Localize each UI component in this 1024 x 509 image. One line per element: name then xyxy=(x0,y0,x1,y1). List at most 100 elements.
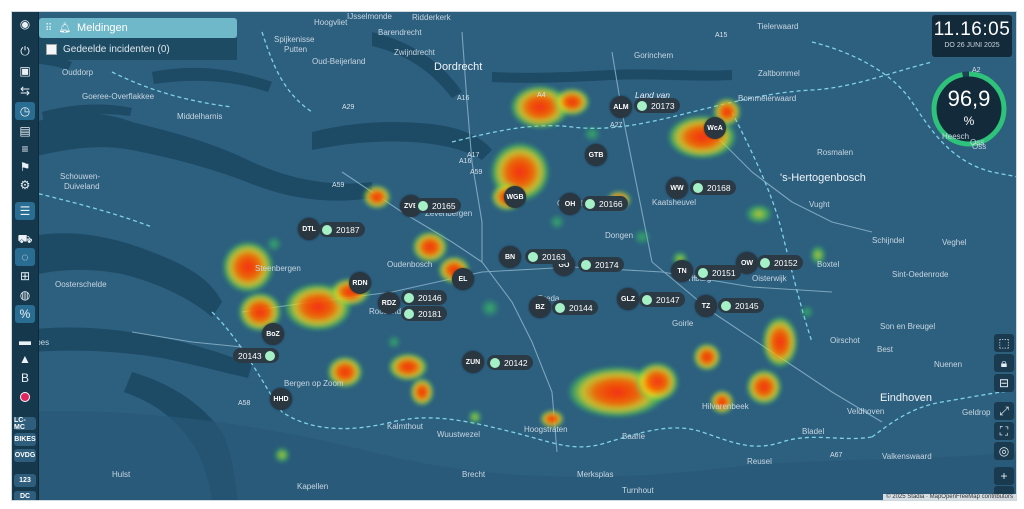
layers-icon[interactable]: ☰ xyxy=(15,202,35,220)
map-attribution[interactable]: © 2025 Stadia · MapOpenFreeMap contribut… xyxy=(883,494,1016,500)
place-label-hulst: Hulst xyxy=(112,470,131,479)
unit-marker-wca[interactable]: WcA xyxy=(704,117,726,139)
place-label-vught: Vught xyxy=(809,200,830,209)
location-marker-l20181[interactable]: 20181 xyxy=(401,306,447,321)
dc-badge[interactable]: DC xyxy=(14,491,36,500)
place-label-valkenswaard: Valkenswaard xyxy=(882,452,932,461)
unit-marker-tn[interactable]: TN xyxy=(671,260,693,282)
route-icon[interactable]: ⇆ xyxy=(19,84,31,98)
unit-marker-glz[interactable]: GLZ xyxy=(617,288,639,310)
location-marker-l20163[interactable]: 20163 xyxy=(525,249,571,264)
gear-icon[interactable]: ⚙ xyxy=(19,178,31,192)
radius-icon[interactable]: ◌ xyxy=(15,248,35,266)
location-marker-l20152[interactable]: 20152 xyxy=(757,255,803,270)
location-label: 20166 xyxy=(599,198,623,209)
percent-icon[interactable]: % xyxy=(15,305,35,323)
power-icon[interactable]: ⏻ xyxy=(20,44,30,58)
unit-marker-zun[interactable]: ZUN xyxy=(462,351,484,373)
unit-marker-boz[interactable]: BoZ xyxy=(262,323,284,345)
place-label-reusel: Reusel xyxy=(747,457,772,466)
place-label-schijndel: Schijndel xyxy=(872,236,905,245)
location-marker-l20142[interactable]: 20142 xyxy=(487,355,533,370)
location-dot-icon xyxy=(693,182,703,193)
place-label-barendrecht: Barendrecht xyxy=(378,28,422,37)
map-canvas[interactable] xyxy=(12,12,1017,501)
unit-marker-dtl[interactable]: DTL xyxy=(298,218,320,240)
select-area-icon[interactable]: ⬚ xyxy=(994,334,1014,352)
location-marker-l20146[interactable]: 20146 xyxy=(401,290,447,305)
zoom-in-button[interactable]: + xyxy=(994,467,1014,485)
unit-marker-gtb[interactable]: GTB xyxy=(585,144,607,166)
road-label-7: A58 xyxy=(238,400,251,407)
place-label-hoogstraten: Hoogstraten xyxy=(524,425,568,434)
unit-marker-alm[interactable]: ALM xyxy=(610,96,632,118)
place-label-veghel: Veghel xyxy=(942,238,967,247)
list-icon[interactable]: ≡ xyxy=(21,142,29,156)
place-label-middelharnis: Middelharnis xyxy=(177,112,223,121)
lcmc-badge[interactable]: LC-MC xyxy=(14,417,36,431)
location-label: 20174 xyxy=(595,259,619,270)
drag-handle-icon[interactable]: ⠿ xyxy=(45,22,53,34)
unit-marker-hhd[interactable]: HHD xyxy=(270,388,292,410)
notifications-header[interactable]: ⠿ 🔔︎ Meldingen xyxy=(39,18,237,38)
ambulance-icon[interactable]: ⛟ xyxy=(17,232,33,246)
place-label-bergen: Bergen op Zoom xyxy=(284,379,344,388)
location-label: 20163 xyxy=(542,251,566,262)
location-marker-l20173[interactable]: 20173 xyxy=(634,98,680,113)
map-icon[interactable]: ⊞ xyxy=(19,269,31,283)
location-marker-l20151[interactable]: 20151 xyxy=(695,265,741,280)
shared-incidents-checkbox[interactable] xyxy=(46,43,57,55)
alarm-icon[interactable]: ⚑ xyxy=(19,160,31,174)
bar-icon[interactable]: ▬ xyxy=(19,334,31,348)
record-icon[interactable] xyxy=(15,388,35,406)
location-marker-l20174[interactable]: 20174 xyxy=(578,257,624,272)
unit-marker-wgb[interactable]: WGB xyxy=(504,186,526,208)
logo-icon[interactable]: ◉ xyxy=(19,17,31,31)
unit-marker-rdz[interactable]: RDZ xyxy=(378,292,400,314)
expand-icon[interactable]: ⤢ xyxy=(994,402,1014,420)
place-label-bladel: Bladel xyxy=(802,427,825,436)
count-badge[interactable]: 123 xyxy=(14,474,36,487)
ovdg-badge[interactable]: OVDG xyxy=(14,449,36,462)
unit-marker-ow[interactable]: OW xyxy=(736,252,758,274)
unit-marker-tz[interactable]: TZ xyxy=(695,295,717,317)
place-label-wuustwezel: Wuustwezel xyxy=(437,430,480,439)
unit-marker-bn[interactable]: BN xyxy=(499,246,521,268)
location-dot-icon xyxy=(264,350,275,361)
unit-marker-el[interactable]: EL xyxy=(452,268,474,290)
fullscreen-icon[interactable]: ⛶ xyxy=(994,422,1014,440)
location-dot-icon xyxy=(721,300,731,311)
location-marker-l20147[interactable]: 20147 xyxy=(639,292,685,307)
unit-marker-oh[interactable]: OH xyxy=(559,193,581,215)
unit-marker-rdn[interactable]: RDN xyxy=(349,272,371,294)
locate-icon[interactable]: ◎ xyxy=(994,442,1014,460)
location-marker-l20165[interactable]: 20165 xyxy=(415,198,461,213)
bikes-badge[interactable]: BIKES xyxy=(14,433,36,446)
location-dot-icon xyxy=(581,259,591,270)
map-viewport[interactable]: Dordrecht Zwijndrecht Hoogvliet IJsselmonde… xyxy=(11,11,1017,501)
clock-icon[interactable]: ◷ xyxy=(15,102,35,120)
location-dot-icon xyxy=(418,200,428,211)
location-marker-l20187[interactable]: 20187 xyxy=(319,222,365,237)
location-label: 20187 xyxy=(336,224,360,235)
location-marker-l20143[interactable]: 20143 xyxy=(233,348,279,363)
globe-icon[interactable]: ◍ xyxy=(19,288,31,302)
lock-icon[interactable]: 🔒︎ xyxy=(994,354,1014,372)
location-marker-l20166[interactable]: 20166 xyxy=(582,196,628,211)
place-label-son: Son en Breugel xyxy=(880,322,936,331)
location-marker-l20145[interactable]: 20145 xyxy=(718,298,764,313)
location-label: 20173 xyxy=(651,100,675,111)
triangle-icon[interactable]: ▲ xyxy=(19,352,31,366)
report-icon[interactable]: ▤ xyxy=(19,124,31,138)
place-label-goirle: Goirle xyxy=(672,319,694,328)
location-marker-l20144[interactable]: 20144 xyxy=(552,300,598,315)
layout-icon[interactable]: ⊟ xyxy=(994,374,1014,392)
unit-marker-ww[interactable]: WW xyxy=(666,177,688,199)
unit-marker-bz[interactable]: BZ xyxy=(529,296,551,318)
place-label-oosterschelde: Oosterschelde xyxy=(55,280,107,289)
location-marker-l20168[interactable]: 20168 xyxy=(690,180,736,195)
place-label-kapellen: Kapellen xyxy=(297,482,329,491)
vehicle-icon[interactable]: ▣ xyxy=(19,64,31,78)
b-button[interactable]: B xyxy=(20,371,29,385)
shared-incidents-row[interactable]: Gedeelde incidenten (0) xyxy=(39,38,237,60)
